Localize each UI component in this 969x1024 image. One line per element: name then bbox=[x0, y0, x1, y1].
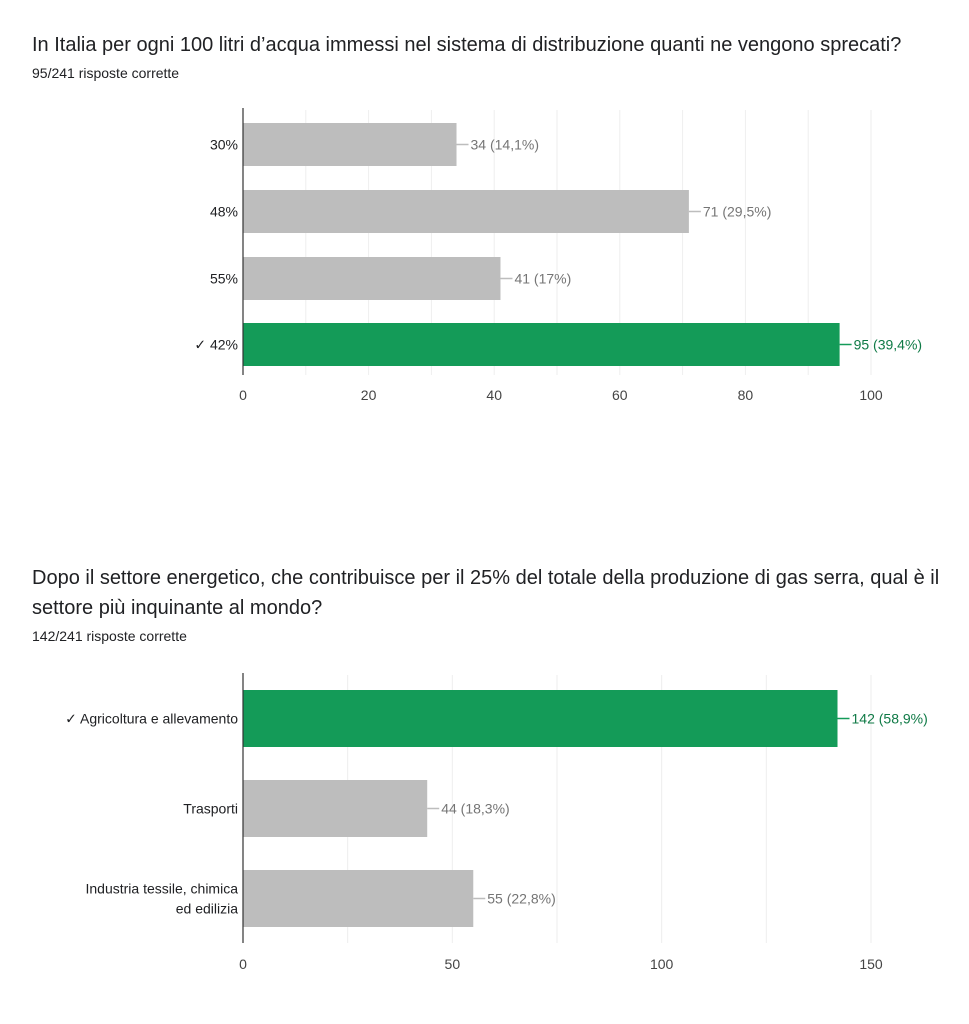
x-tick-label: 0 bbox=[239, 956, 247, 972]
bar-chart-q1: 34 (14,1%) 30% 71 (29,5%) 48% 41 (17%) 55% 95 … bbox=[194, 108, 922, 403]
bar-chart-q2: 142 (58,9%) ✓ Agricoltura e allevamento 44… bbox=[65, 673, 928, 972]
question-1-correct-count: 95/241 risposte corrette bbox=[32, 65, 180, 81]
bar-correct bbox=[243, 323, 840, 366]
x-tick-label: 40 bbox=[486, 387, 502, 403]
x-tick-label: 50 bbox=[445, 956, 461, 972]
x-tick-label: 20 bbox=[361, 387, 377, 403]
question-2: Dopo il settore energetico, che contribu… bbox=[32, 563, 947, 645]
question-1-title: In Italia per ogni 100 litri d’acqua imm… bbox=[32, 34, 902, 56]
category-label: 30% bbox=[210, 137, 238, 153]
question-2-correct-count: 142/241 risposte corrette bbox=[32, 628, 187, 644]
bar bbox=[243, 257, 501, 300]
bar-correct bbox=[243, 690, 838, 747]
x-tick-label: 60 bbox=[612, 387, 628, 403]
x-tick-label: 80 bbox=[738, 387, 754, 403]
data-label: 142 (58,9%) bbox=[852, 711, 928, 727]
data-label: 41 (17%) bbox=[514, 271, 571, 287]
x-tick-label: 150 bbox=[859, 956, 883, 972]
category-label: 48% bbox=[210, 204, 238, 220]
x-tick-label: 0 bbox=[239, 387, 247, 403]
x-tick-label: 100 bbox=[859, 387, 883, 403]
bar bbox=[243, 780, 428, 837]
category-label: ✓ 42% bbox=[194, 337, 238, 353]
data-label: 55 (22,8%) bbox=[487, 891, 555, 907]
category-label: 55% bbox=[210, 271, 238, 287]
data-label: 95 (39,4%) bbox=[854, 337, 922, 353]
data-label: 71 (29,5%) bbox=[703, 204, 771, 220]
category-label: Industria tessile, chimica ed edilizia bbox=[85, 881, 238, 917]
bar bbox=[243, 870, 474, 927]
question-1: In Italia per ogni 100 litri d’acqua imm… bbox=[32, 30, 947, 82]
question-2-title: Dopo il settore energetico, che contribu… bbox=[32, 567, 940, 619]
data-label: 44 (18,3%) bbox=[441, 801, 509, 817]
category-label: ✓ Agricoltura e allevamento bbox=[65, 711, 238, 727]
bar bbox=[243, 190, 689, 233]
category-label: Trasporti bbox=[183, 801, 238, 817]
data-label: 34 (14,1%) bbox=[471, 137, 539, 153]
x-tick-label: 100 bbox=[650, 956, 674, 972]
bar bbox=[243, 123, 457, 166]
